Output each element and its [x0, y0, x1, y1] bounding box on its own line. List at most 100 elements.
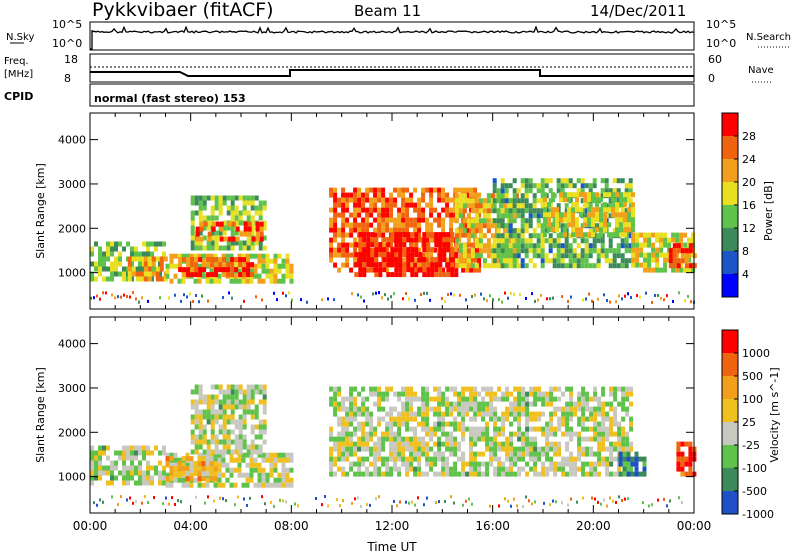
data-cell-1: [181, 477, 186, 483]
data-cell-4: [605, 426, 610, 432]
data-cell-9: [512, 203, 517, 209]
data-cell-7: [426, 262, 431, 268]
data-cell-6: [413, 257, 418, 263]
data-cell-4: [501, 441, 506, 447]
data-cell-6: [409, 192, 414, 198]
data-cell-6: [377, 187, 382, 193]
data-cell-4: [625, 431, 630, 437]
data-cell-9: [516, 203, 521, 209]
data-cell-0: [110, 251, 114, 257]
data-cell-5: [622, 466, 627, 472]
data-cell-4: [565, 386, 570, 392]
data-cell-6: [361, 207, 366, 213]
data-cell-4: [593, 436, 598, 442]
data-cell-7: [450, 237, 455, 243]
data-cell-3: [222, 409, 227, 415]
data-cell-0: [126, 445, 130, 451]
data-cell-6: [361, 222, 366, 228]
data-cell-0: [94, 460, 98, 466]
data-cell-4: [449, 466, 454, 472]
data-cell-4: [393, 436, 398, 442]
data-cell-3: [226, 434, 231, 440]
data-cell-6: [473, 267, 478, 273]
data-cell-4: [501, 461, 506, 467]
noise-cell: [450, 495, 452, 499]
date-title: 14/Dec/2011: [590, 2, 686, 20]
data-cell-11: [643, 267, 648, 273]
data-cell-11: [659, 242, 664, 248]
noise-cell: [498, 298, 500, 302]
data-cell-4: [621, 401, 626, 407]
data-cell-7: [430, 267, 435, 273]
data-cell-7: [358, 257, 363, 263]
data-cell-4: [345, 456, 350, 462]
data-cell-8: [482, 198, 487, 204]
data-cell-1: [127, 271, 132, 277]
data-cell-6: [373, 227, 378, 233]
data-cell-7: [438, 272, 443, 278]
data-cell-4: [557, 396, 562, 402]
data-cell-6: [337, 227, 342, 233]
data-cell-6: [409, 217, 414, 223]
data-cell-6: [341, 232, 346, 238]
data-cell-4: [413, 416, 418, 422]
data-cell-10: [591, 197, 595, 203]
data-cell-7: [442, 257, 447, 263]
data-cell-1: [197, 452, 202, 458]
data-cell-1: [225, 467, 230, 473]
data-cell-4: [405, 471, 410, 477]
data-cell-5: [259, 226, 264, 232]
data-cell-4: [425, 426, 430, 432]
noise-cell: [642, 501, 644, 505]
data-cell-4: [537, 396, 542, 402]
data-cell-4: [357, 406, 362, 412]
data-cell-4: [613, 406, 618, 412]
data-cell-8: [486, 253, 491, 259]
noise-cell: [141, 296, 143, 300]
noise-cell: [684, 299, 686, 303]
data-cell-12: [676, 248, 681, 254]
data-cell-4: [230, 200, 235, 206]
data-cell-4: [417, 451, 422, 457]
data-cell-4: [533, 471, 538, 477]
data-cell-9: [572, 183, 577, 189]
data-cell-9: [532, 248, 537, 254]
data-cell-0: [98, 455, 102, 461]
data-cell-4: [214, 200, 219, 206]
x-tick-label: 12:00: [375, 519, 410, 533]
data-cell-4: [473, 411, 478, 417]
data-cell-11: [667, 242, 672, 248]
data-cell-2: [173, 466, 178, 472]
data-cell-5: [223, 236, 228, 242]
data-cell-9: [588, 183, 593, 189]
data-cell-11: [679, 267, 684, 273]
data-cell-4: [377, 401, 382, 407]
data-cell-0: [150, 465, 154, 471]
data-cell-6: [445, 212, 450, 218]
data-cell-3: [254, 409, 259, 415]
data-cell-9: [588, 243, 593, 249]
data-cell-8: [474, 203, 479, 209]
data-cell-10: [579, 232, 583, 238]
data-cell-11: [631, 232, 636, 238]
data-cell-3: [230, 404, 235, 410]
colorbar-swatch: [722, 228, 738, 251]
data-cell-4: [357, 411, 362, 417]
data-cell-4: [529, 451, 534, 457]
data-cell-5: [235, 226, 240, 232]
data-cell-4: [409, 396, 414, 402]
data-cell-2: [225, 253, 230, 259]
data-cell-2: [269, 258, 274, 264]
data-cell-10: [595, 202, 599, 208]
data-cell-4: [341, 466, 346, 472]
data-cell-9: [616, 188, 621, 194]
data-cell-11: [635, 247, 640, 253]
data-cell-6: [381, 192, 386, 198]
data-cell-0: [154, 470, 158, 476]
data-cell-4: [561, 471, 566, 477]
noise-cell: [606, 299, 608, 303]
data-cell-0: [94, 266, 98, 272]
data-cell-1: [173, 457, 178, 463]
noise-cell: [153, 496, 155, 500]
data-cell-4: [493, 411, 498, 417]
